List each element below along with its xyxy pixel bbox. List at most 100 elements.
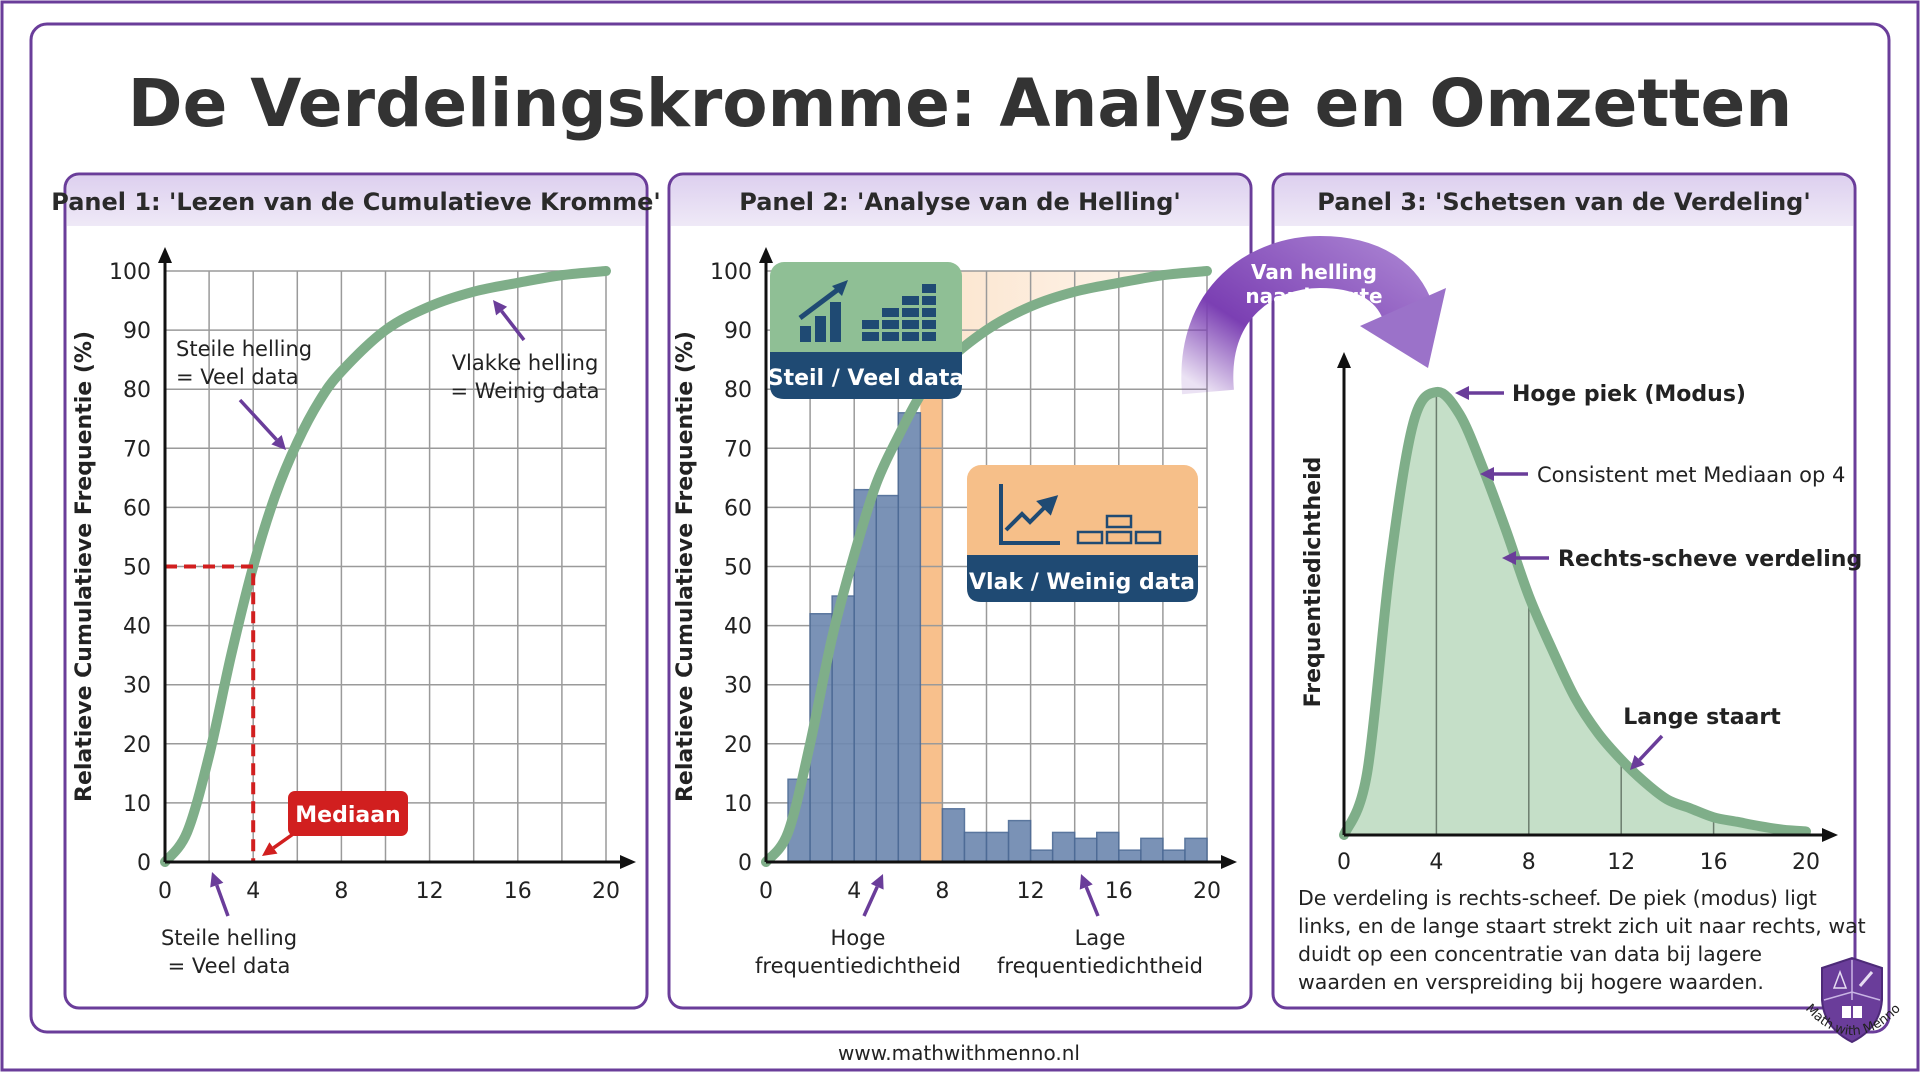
skew-label: Rechts-scheve verdeling bbox=[1558, 547, 1862, 572]
high-density-line1: Hoge bbox=[831, 926, 886, 950]
arrow-head bbox=[271, 434, 286, 450]
histogram-bar bbox=[941, 808, 966, 863]
histogram-bar bbox=[985, 831, 1010, 863]
panel-1-header-band bbox=[67, 176, 645, 226]
y-tick-label: 20 bbox=[724, 733, 752, 758]
transition-line2: naar hoogte bbox=[1245, 284, 1382, 308]
x-tick-label: 0 bbox=[1337, 850, 1351, 875]
x-tick-label: 8 bbox=[334, 879, 348, 904]
chart-1-cumulative: 0 4 8 12 16 20 0 10 20 30 40 50 60 70 80 90 100 Relatieve… bbox=[72, 247, 636, 904]
consistent-label: Consistent met Mediaan op 4 bbox=[1537, 463, 1845, 487]
footer-url[interactable]: www.mathwithmenno.nl bbox=[838, 1041, 1080, 1065]
arrow-shaft bbox=[272, 830, 298, 850]
density-curve bbox=[1339, 386, 1811, 840]
histogram-bar bbox=[897, 412, 922, 863]
x-tick-label: 8 bbox=[935, 879, 949, 904]
x-axis-arrow-icon bbox=[1221, 855, 1237, 869]
panel-3-annotations: Hoge piek (Modus) Consistent met Mediaan… bbox=[1298, 382, 1866, 994]
outline-blocks-icon bbox=[1076, 514, 1162, 545]
x-tick-label: 0 bbox=[158, 879, 172, 904]
y-tick-label: 70 bbox=[724, 437, 752, 462]
y-tick-label: 20 bbox=[123, 733, 151, 758]
arrow-shaft bbox=[1084, 886, 1100, 917]
transition-arrow-head-icon bbox=[1360, 288, 1446, 368]
y-axis-arrow-icon bbox=[158, 247, 172, 263]
flat-callout-label: Vlak / Weinig data bbox=[969, 570, 1195, 595]
panel-2-header-band bbox=[671, 176, 1249, 226]
y-axis-arrow-icon bbox=[1337, 352, 1351, 368]
y-tick-label: 80 bbox=[724, 378, 752, 403]
annotation-arrow-icon bbox=[1079, 874, 1100, 917]
y-tick-label: 0 bbox=[137, 851, 151, 876]
y-tick-label: 90 bbox=[724, 319, 752, 344]
panel-1-frame bbox=[63, 172, 649, 1010]
x-tick-label: 8 bbox=[1522, 850, 1536, 875]
transition-line1: Van helling bbox=[1251, 260, 1377, 284]
y-tick-label: 50 bbox=[123, 556, 151, 581]
arrow-head bbox=[1079, 874, 1093, 890]
x-tick-label: 16 bbox=[1105, 879, 1133, 904]
y-axis-label: Relatieve Cumulatieve Frequentie (%) bbox=[72, 331, 97, 802]
panel-2-header: Panel 2: 'Analyse van de Helling' bbox=[739, 188, 1180, 216]
x-axis-arrow-icon bbox=[620, 855, 636, 869]
y-tick-label: 60 bbox=[724, 496, 752, 521]
steep-callout-strip bbox=[770, 352, 962, 399]
x-tick-label: 16 bbox=[1700, 850, 1728, 875]
low-density-line1: Lage bbox=[1075, 926, 1126, 950]
histogram-bar bbox=[963, 831, 988, 863]
y-tick-label: 30 bbox=[123, 674, 151, 699]
y-tick-label: 10 bbox=[724, 792, 752, 817]
x-tick-label: 4 bbox=[246, 879, 260, 904]
annotation-arrow-icon bbox=[210, 872, 230, 917]
panel-3-header: Panel 3: 'Schetsen van de Verdeling' bbox=[1317, 188, 1810, 216]
annotation-arrow-icon bbox=[1630, 734, 1664, 770]
panel-1-header: Panel 1: 'Lezen van de Cumulatieve Kromm… bbox=[51, 188, 660, 216]
annotation-arrows bbox=[210, 300, 1664, 917]
annotation-arrow-icon bbox=[493, 300, 526, 342]
y-tick-label: 50 bbox=[724, 556, 752, 581]
y-axis-label: Relatieve Cumulatieve Frequentie (%) bbox=[673, 331, 698, 802]
x-tick-label: 20 bbox=[592, 879, 620, 904]
y-tick-label: 80 bbox=[123, 378, 151, 403]
density-area bbox=[1344, 391, 1806, 835]
steep-callout: Steil / Veel data bbox=[768, 262, 964, 399]
chart-3-density: 0 4 8 12 16 20 Frequentiedichtheid bbox=[1301, 352, 1838, 875]
x-tick-label: 20 bbox=[1792, 850, 1820, 875]
histogram-bar bbox=[1140, 837, 1164, 863]
median-dashed-line bbox=[165, 564, 256, 862]
arrow-head bbox=[1502, 551, 1516, 565]
compass-icon bbox=[1832, 969, 1848, 989]
arrow-shaft bbox=[215, 884, 230, 917]
histogram-bar bbox=[1073, 837, 1098, 863]
cumulative-curve bbox=[761, 266, 1212, 867]
x-tick-label: 16 bbox=[504, 879, 532, 904]
steep-top-line2: = Veel data bbox=[176, 365, 299, 389]
annotation-arrow-icon bbox=[1502, 551, 1549, 565]
book-icon bbox=[1842, 1006, 1862, 1018]
y-tick-label: 40 bbox=[724, 615, 752, 640]
y-tick-label: 100 bbox=[109, 260, 151, 285]
arrow-head bbox=[1630, 755, 1645, 770]
steep-bottom-line2: = Veel data bbox=[168, 954, 291, 978]
arrow-head bbox=[870, 874, 884, 890]
flat-trend-icon bbox=[999, 484, 1060, 545]
cumulative-curve bbox=[160, 266, 611, 867]
y-axis-label: Frequentiedichtheid bbox=[1301, 457, 1326, 708]
y-tick-label: 10 bbox=[123, 792, 151, 817]
peak-label: Hoge piek (Modus) bbox=[1512, 382, 1746, 407]
x-tick-label: 12 bbox=[1017, 879, 1045, 904]
histogram-bar bbox=[1029, 849, 1054, 863]
arrow-head bbox=[210, 872, 224, 888]
arrow-shaft bbox=[500, 309, 526, 342]
page-title: De Verdelingskromme: Analyse en Omzetten bbox=[128, 65, 1792, 142]
transition-arrow: Van helling naar hoogte bbox=[1181, 235, 1446, 395]
x-tick-label: 0 bbox=[759, 879, 773, 904]
quill-icon bbox=[1858, 971, 1874, 987]
low-density-line2: frequentiedichtheid bbox=[997, 954, 1203, 978]
x-tick-label: 12 bbox=[416, 879, 444, 904]
description-line4: waarden en verspreiding bij hogere waard… bbox=[1298, 970, 1764, 994]
y-axis-arrow-icon bbox=[759, 247, 773, 263]
highlight-band bbox=[920, 395, 943, 862]
description-line2: links, en de lange staart strekt zich ui… bbox=[1298, 914, 1866, 938]
